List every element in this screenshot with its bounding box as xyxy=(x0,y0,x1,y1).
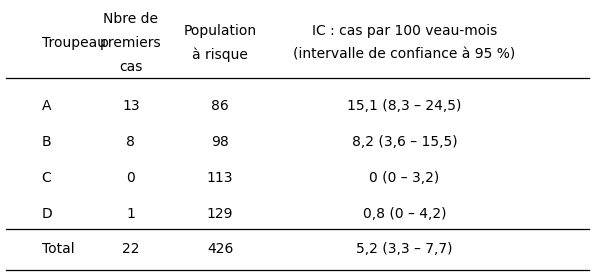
Text: 15,1 (8,3 – 24,5): 15,1 (8,3 – 24,5) xyxy=(347,99,462,113)
Text: Nbre de: Nbre de xyxy=(104,13,158,26)
Text: 13: 13 xyxy=(122,99,140,113)
Text: 0,8 (0 – 4,2): 0,8 (0 – 4,2) xyxy=(363,207,446,221)
Text: à risque: à risque xyxy=(192,48,248,62)
Text: IC : cas par 100 veau-mois: IC : cas par 100 veau-mois xyxy=(312,24,497,38)
Text: 98: 98 xyxy=(211,135,229,149)
Text: A: A xyxy=(42,99,51,113)
Text: Population: Population xyxy=(184,24,256,38)
Text: 113: 113 xyxy=(207,171,233,185)
Text: 8,2 (3,6 – 15,5): 8,2 (3,6 – 15,5) xyxy=(352,135,458,149)
Text: 1: 1 xyxy=(127,207,135,221)
Text: D: D xyxy=(42,207,52,221)
Text: 0: 0 xyxy=(127,171,135,185)
Text: 86: 86 xyxy=(211,99,229,113)
Text: (intervalle de confiance à 95 %): (intervalle de confiance à 95 %) xyxy=(293,48,516,62)
Text: 22: 22 xyxy=(122,242,140,256)
Text: cas: cas xyxy=(119,60,143,74)
Text: B: B xyxy=(42,135,51,149)
Text: Total: Total xyxy=(42,242,74,256)
Text: premiers: premiers xyxy=(100,36,162,50)
Text: C: C xyxy=(42,171,51,185)
Text: 0 (0 – 3,2): 0 (0 – 3,2) xyxy=(369,171,440,185)
Text: 8: 8 xyxy=(127,135,135,149)
Text: 426: 426 xyxy=(207,242,233,256)
Text: 5,2 (3,3 – 7,7): 5,2 (3,3 – 7,7) xyxy=(356,242,453,256)
Text: Troupeau: Troupeau xyxy=(42,36,106,50)
Text: 129: 129 xyxy=(207,207,233,221)
